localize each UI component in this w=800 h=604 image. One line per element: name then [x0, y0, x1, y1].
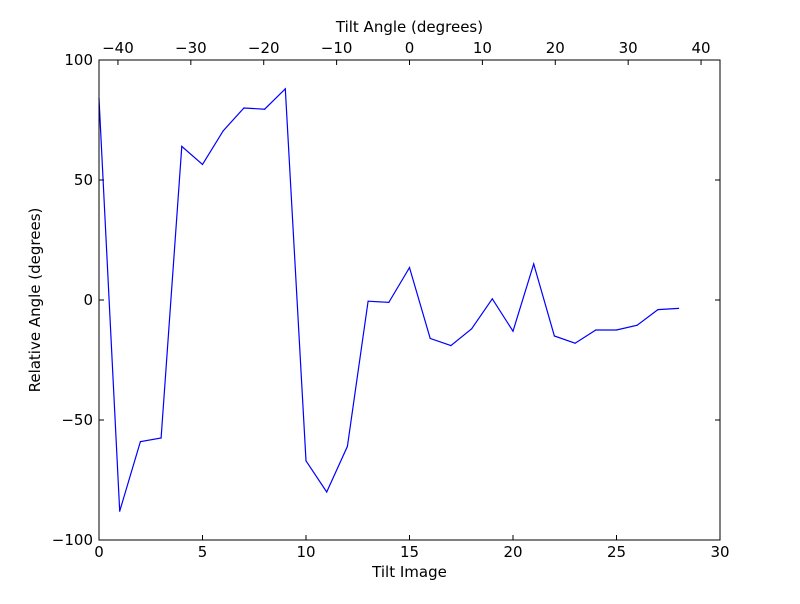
x-tick-label: 20 [503, 543, 522, 561]
y-tick-label: −50 [61, 411, 93, 429]
y-tick-label: −100 [52, 531, 93, 549]
x-tick-label: 30 [710, 543, 729, 561]
data-point [429, 337, 431, 339]
data-point [512, 330, 514, 332]
top-x-tick-label: 0 [405, 39, 415, 57]
y-tick-label: 100 [64, 51, 93, 69]
x-tick-label: 5 [198, 543, 208, 561]
plot-background [99, 60, 720, 540]
y-tick-label: 50 [74, 171, 93, 189]
x-tick-label: 10 [296, 543, 315, 561]
x-tick-label: 25 [607, 543, 626, 561]
data-point [367, 300, 369, 302]
data-point [264, 108, 266, 110]
top-x-axis-label: Tilt Angle (degrees) [335, 18, 483, 36]
plot-frame [98, 59, 721, 541]
top-x-tick-label: 30 [619, 39, 638, 57]
data-point [678, 307, 680, 309]
data-point [615, 329, 618, 331]
data-point [243, 107, 245, 109]
data-point [201, 163, 204, 165]
top-x-tick-label: −30 [175, 39, 207, 57]
data-point [595, 329, 597, 331]
data-point [346, 445, 348, 447]
data-point [471, 328, 473, 330]
top-x-tick-label: 10 [473, 39, 492, 57]
data-point [553, 335, 556, 337]
data-point [533, 263, 535, 265]
data-point [450, 345, 452, 347]
data-point [574, 342, 576, 344]
y-tick-label: 0 [83, 291, 93, 309]
data-point [636, 324, 638, 326]
data-point [160, 437, 162, 439]
top-x-tick-label: 20 [546, 39, 565, 57]
data-point [305, 460, 307, 462]
top-x-tick-label: −10 [321, 39, 353, 57]
y-axis-label: Relative Angle (degrees) [26, 208, 44, 393]
data-point [119, 510, 121, 512]
top-x-tick-label: 40 [692, 39, 711, 57]
data-point [284, 88, 286, 90]
x-axis-label: Tilt Image [371, 563, 447, 581]
ticks-layer: 0 5 10 15 20 25 30−40 −30 −20 −10 0 10 20 30 40−100−50… [52, 39, 730, 561]
series-layer [98, 87, 680, 512]
data-point [657, 309, 659, 311]
data-point [408, 267, 411, 269]
data-point [388, 301, 390, 303]
data-point [491, 298, 493, 300]
top-x-tick-label: −20 [248, 39, 280, 57]
data-point [181, 145, 183, 147]
data-point [222, 130, 224, 132]
x-tick-label: 15 [400, 543, 419, 561]
data-point [326, 491, 328, 493]
data-point [139, 441, 141, 443]
top-x-tick-label: −40 [102, 39, 134, 57]
x-tick-label: 0 [94, 543, 104, 561]
